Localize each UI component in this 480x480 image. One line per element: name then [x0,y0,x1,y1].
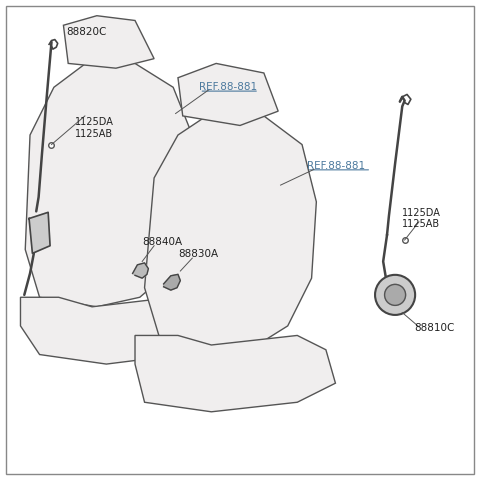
Polygon shape [144,107,316,355]
Circle shape [384,284,406,305]
Polygon shape [63,16,154,68]
Polygon shape [21,297,211,364]
Polygon shape [164,275,180,290]
Circle shape [375,275,415,315]
Text: 88840A: 88840A [142,238,182,247]
Text: 88820C: 88820C [66,27,106,37]
Polygon shape [178,63,278,125]
Text: REF.88-881: REF.88-881 [307,161,365,171]
Polygon shape [132,263,148,278]
Polygon shape [135,336,336,412]
Text: 88830A: 88830A [178,249,218,259]
Text: 88810C: 88810C [414,324,455,333]
Polygon shape [29,212,50,253]
Polygon shape [25,59,192,307]
Text: 1125DA
1125AB: 1125DA 1125AB [75,117,114,139]
Text: REF.88-881: REF.88-881 [199,82,258,92]
Text: 1125DA
1125AB: 1125DA 1125AB [402,208,441,229]
